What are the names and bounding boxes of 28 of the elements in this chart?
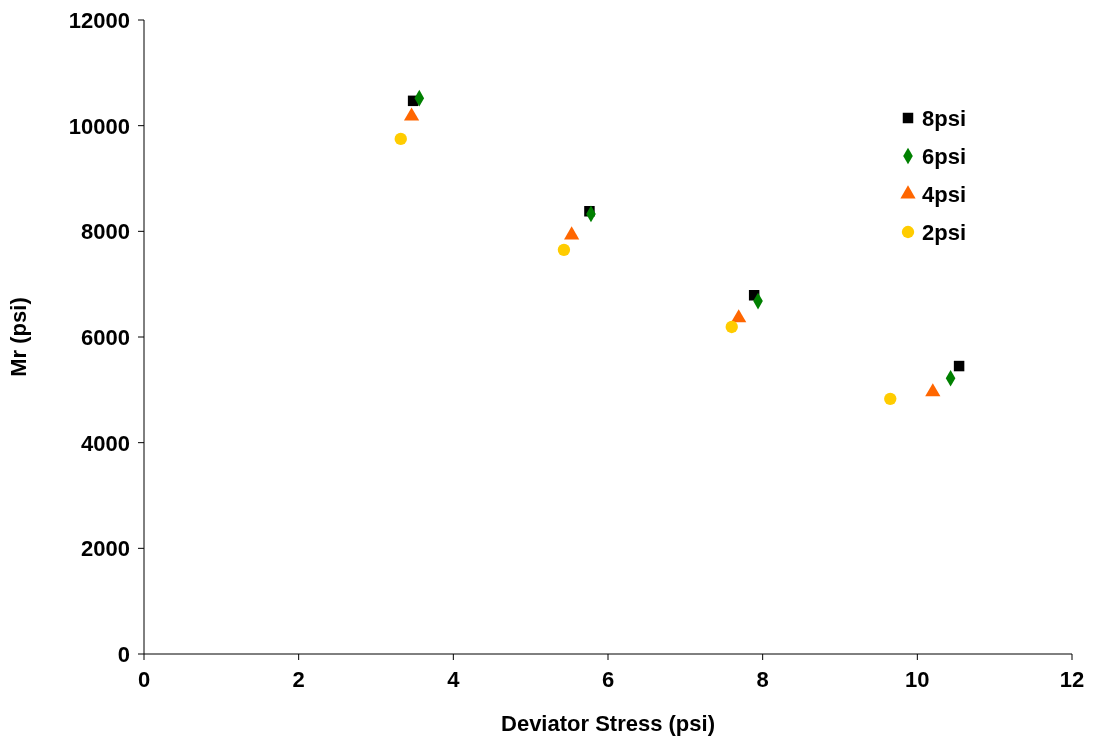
y-tick-label: 10000	[68, 113, 130, 139]
x-tick-label: 4	[447, 667, 461, 692]
x-tick-label: 6	[601, 667, 615, 692]
point	[884, 392, 897, 405]
x-tick-label: 0	[137, 667, 151, 692]
point	[557, 243, 571, 256]
x-tick-label: 12	[1059, 667, 1085, 692]
y-tick-label: 2000	[81, 536, 130, 562]
y-tick-label: 12000	[68, 8, 130, 33]
y-tick-label: 4000	[81, 430, 130, 456]
y-axis-title: Mr (psi)	[6, 297, 31, 377]
legend-label: 4psi	[922, 182, 967, 207]
x-axis-title: Deviator Stress (psi)	[501, 711, 715, 736]
y-tick-label: 6000	[81, 325, 130, 350]
y-tick-label: 8000	[81, 219, 130, 245]
point	[731, 309, 747, 323]
point	[953, 360, 965, 372]
point	[394, 132, 407, 146]
legend-label: 8psi	[922, 106, 967, 131]
x-tick-label: 10	[905, 667, 930, 692]
x-tick-label: 8	[756, 667, 769, 692]
legend-label: 6psi	[922, 144, 967, 169]
point	[725, 320, 738, 334]
x-tick-label: 2	[292, 667, 305, 692]
point	[925, 383, 941, 397]
y-tick-label: 0	[117, 642, 130, 667]
point	[564, 226, 580, 240]
legend-label: 2psi	[922, 220, 967, 245]
